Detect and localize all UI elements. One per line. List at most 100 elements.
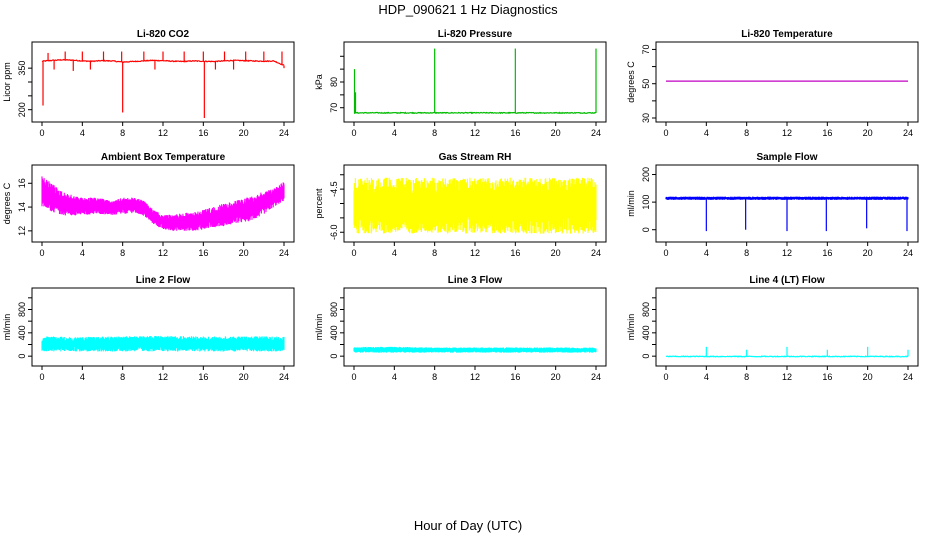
panel-frame [343, 41, 607, 123]
x-tick-label: 12 [782, 248, 792, 258]
panel-title: Ambient Box Temperature [101, 152, 226, 163]
y-axis-label: ml/min [2, 314, 12, 341]
x-tick-label: 4 [392, 372, 397, 382]
y-axis-label: degrees C [626, 61, 636, 103]
panel-title: Li-820 Temperature [741, 29, 833, 40]
x-tick-label: 20 [551, 248, 561, 258]
x-tick-label: 4 [704, 372, 709, 382]
y-tick-label: 14 [17, 202, 27, 212]
panel-frame [343, 287, 607, 367]
x-tick-label: 12 [158, 248, 168, 258]
x-tick-label: 24 [591, 372, 601, 382]
x-tick-label: 12 [470, 372, 480, 382]
y-tick-label: 800 [17, 302, 27, 317]
panel-6: Sample Flow ml/min 0 4 8 12 16 20 24 0 100 200 [626, 152, 919, 258]
data-band [41, 335, 285, 352]
x-tick-label: 4 [80, 128, 85, 138]
panel-4: Ambient Box Temperature degrees C 0 4 8 12 16 2… [2, 152, 295, 258]
data-band [665, 196, 909, 200]
x-tick-label: 0 [663, 128, 668, 138]
x-tick-label: 4 [392, 128, 397, 138]
x-tick-label: 8 [744, 128, 749, 138]
y-tick-label: 400 [17, 325, 27, 340]
x-tick-label: 24 [279, 248, 289, 258]
x-tick-label: 20 [551, 372, 561, 382]
x-tick-label: 24 [279, 128, 289, 138]
y-tick-label: 50 [641, 79, 651, 89]
y-tick-label: 0 [329, 354, 339, 359]
y-tick-label: 80 [329, 77, 339, 87]
x-tick-label: 16 [510, 248, 520, 258]
y-tick-label: 16 [17, 178, 27, 188]
x-tick-label: 16 [198, 372, 208, 382]
y-tick-label: 200 [641, 167, 651, 182]
x-tick-label: 12 [158, 128, 168, 138]
x-tick-label: 20 [239, 128, 249, 138]
y-axis-label: percent [314, 188, 324, 219]
panel-title: Gas Stream RH [439, 152, 512, 163]
y-axis-label: Licor ppm [2, 62, 12, 102]
data-line [353, 111, 597, 115]
data-band [353, 177, 597, 234]
panel-7: Line 2 Flow ml/min 0 4 8 12 16 20 24 0 400 800 [2, 275, 295, 382]
panel-frame [31, 287, 295, 367]
x-tick-label: 20 [863, 248, 873, 258]
x-tick-label: 12 [782, 372, 792, 382]
y-tick-label: 800 [641, 302, 651, 317]
x-tick-label: 8 [744, 248, 749, 258]
x-tick-label: 4 [704, 128, 709, 138]
x-tick-label: 0 [663, 248, 668, 258]
x-tick-label: 16 [822, 128, 832, 138]
figure-x-axis-label: Hour of Day (UTC) [413, 518, 523, 533]
x-tick-label: 16 [510, 128, 520, 138]
data-band [353, 346, 597, 353]
y-tick-label: 12 [17, 226, 27, 236]
panel-title: Sample Flow [756, 152, 817, 163]
panel-title: Line 3 Flow [448, 275, 503, 286]
panel-title: Li-820 CO2 [137, 29, 190, 40]
y-axis-label: degrees C [2, 182, 12, 224]
x-tick-label: 16 [198, 248, 208, 258]
x-tick-label: 16 [198, 128, 208, 138]
panel-3: Li-820 Temperature degrees C 0 4 8 12 16 20 24 30… [626, 29, 919, 138]
x-tick-label: 0 [351, 372, 356, 382]
panel-title: Line 2 Flow [136, 275, 191, 286]
y-tick-label: 0 [641, 354, 651, 359]
x-tick-label: 12 [470, 128, 480, 138]
x-tick-label: 16 [510, 372, 520, 382]
x-tick-label: 24 [903, 248, 913, 258]
figure-title: HDP_090621 1 Hz Diagnostics [378, 2, 558, 17]
x-tick-label: 20 [863, 372, 873, 382]
y-tick-label: 200 [17, 102, 27, 117]
x-tick-label: 8 [432, 372, 437, 382]
y-tick-label: 70 [329, 103, 339, 113]
panel-5: Gas Stream RH percent 0 4 8 12 16 20 24 -6.0 -4.5 [314, 152, 607, 258]
x-tick-label: 4 [80, 248, 85, 258]
x-tick-label: 12 [470, 248, 480, 258]
y-axis-label: ml/min [626, 314, 636, 341]
panel-2: Li-820 Pressure kPa 0 4 8 12 16 20 24 70 80 [314, 29, 607, 138]
panel-title: Li-820 Pressure [438, 29, 513, 40]
x-tick-label: 24 [591, 248, 601, 258]
panel-frame [655, 41, 919, 123]
x-tick-label: 4 [704, 248, 709, 258]
x-tick-label: 24 [903, 128, 913, 138]
x-tick-label: 24 [591, 128, 601, 138]
x-tick-label: 16 [822, 248, 832, 258]
panel-9: Line 4 (LT) Flow ml/min 0 4 8 12 16 20 24 0 400 800 [626, 275, 919, 382]
y-tick-label: -4.5 [329, 181, 339, 197]
x-tick-label: 8 [120, 248, 125, 258]
x-tick-label: 0 [351, 248, 356, 258]
y-axis-label: kPa [314, 74, 324, 90]
x-tick-label: 8 [120, 372, 125, 382]
y-tick-label: 350 [17, 61, 27, 76]
x-tick-label: 20 [551, 128, 561, 138]
x-tick-label: 8 [744, 372, 749, 382]
y-tick-label: 0 [17, 354, 27, 359]
y-tick-label: 30 [641, 113, 651, 123]
y-tick-label: -6.0 [329, 224, 339, 240]
x-tick-label: 8 [120, 128, 125, 138]
x-tick-label: 4 [392, 248, 397, 258]
x-tick-label: 20 [863, 128, 873, 138]
